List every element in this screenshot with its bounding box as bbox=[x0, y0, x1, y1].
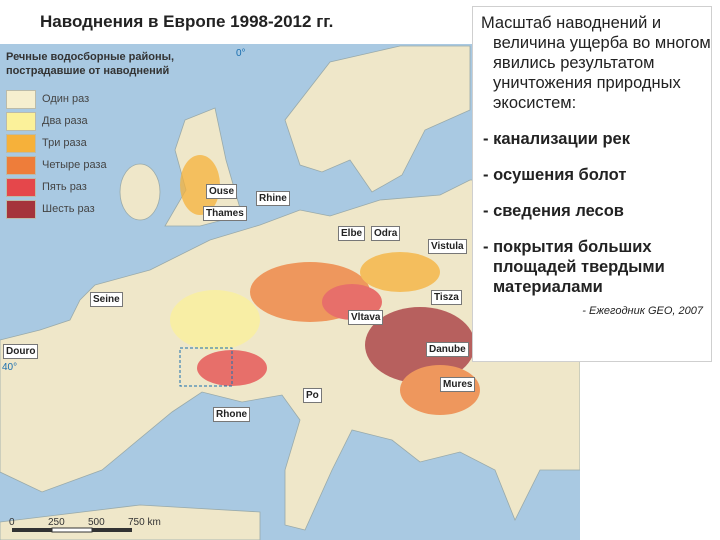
legend-label: Пять раз bbox=[42, 181, 87, 193]
bullet: - осушения болот bbox=[483, 166, 627, 184]
legend-item: Два раза bbox=[6, 110, 107, 132]
flood-area bbox=[365, 307, 475, 383]
river-label: Po bbox=[303, 388, 322, 403]
highlight-frame bbox=[179, 347, 233, 387]
legend-swatch bbox=[6, 111, 36, 131]
scale-bar bbox=[12, 527, 132, 533]
degree-label: 40° bbox=[2, 362, 18, 373]
river-label: Elbe bbox=[338, 226, 366, 241]
flood-area bbox=[180, 155, 220, 215]
legend-label: Шесть раз bbox=[42, 203, 95, 215]
river-label: Rhine bbox=[256, 191, 290, 206]
scale-label: 0 bbox=[9, 517, 15, 528]
legend-swatch bbox=[6, 133, 36, 153]
river-label: Thames bbox=[203, 206, 247, 221]
flood-area bbox=[170, 290, 260, 350]
degree-label: 0° bbox=[236, 48, 246, 59]
text-box: Масштаб наводнений и величина ущерба во … bbox=[472, 6, 712, 362]
river-label: Rhone bbox=[213, 407, 251, 422]
scandinavia bbox=[284, 45, 471, 193]
scale-label: 250 bbox=[48, 517, 65, 528]
legend-item: Пять раз bbox=[6, 176, 107, 198]
legend-swatch bbox=[6, 199, 36, 219]
legend-item: Один раз bbox=[6, 88, 107, 110]
legend-label: Один раз bbox=[42, 93, 90, 105]
legend: Один раз Два раза Три раза Четыре раза Пять … bbox=[6, 88, 107, 220]
scale-label: 500 bbox=[88, 517, 105, 528]
river-label: Douro bbox=[3, 344, 39, 359]
scale-segment bbox=[92, 528, 132, 532]
legend-label: Четыре раза bbox=[42, 159, 107, 171]
bullet: - сведения лесов bbox=[483, 202, 624, 220]
river-label: Seine bbox=[90, 292, 123, 307]
legend-swatch bbox=[6, 177, 36, 197]
river-label: Vistula bbox=[428, 239, 467, 254]
legend-swatch bbox=[6, 89, 36, 109]
scale-label: 750 km bbox=[128, 517, 161, 528]
legend-label: Три раза bbox=[42, 137, 87, 149]
river-label: Tisza bbox=[431, 290, 462, 305]
legend-title: Речные водосборные районы, пострадавшие … bbox=[6, 51, 175, 77]
ireland bbox=[119, 163, 161, 221]
river-label: Odra bbox=[371, 226, 401, 241]
bullet: - канализации рек bbox=[483, 130, 630, 148]
river-label: Vltava bbox=[348, 310, 384, 325]
legend-item: Шесть раз bbox=[6, 198, 107, 220]
flood-area bbox=[360, 252, 440, 292]
bullet-list: - канализации рек - осушения болот - сведе… bbox=[481, 129, 711, 297]
scale-segment bbox=[51, 527, 93, 533]
scale-segment bbox=[12, 528, 52, 532]
river-label: Ouse bbox=[206, 184, 238, 199]
title: Наводнения в Европе 1998-2012 гг. bbox=[40, 12, 334, 31]
bullet: - покрытия больших площадей твердыми мат… bbox=[483, 238, 665, 296]
intro: Масштаб наводнений и величина ущерба во … bbox=[481, 14, 711, 112]
legend-label: Два раза bbox=[42, 115, 88, 127]
river-label: Danube bbox=[426, 342, 469, 357]
legend-item: Три раза bbox=[6, 132, 107, 154]
legend-item: Четыре раза bbox=[6, 154, 107, 176]
legend-swatch bbox=[6, 155, 36, 175]
river-label: Mures bbox=[440, 377, 476, 392]
citation: - Ежегодник GEO, 2007 bbox=[582, 305, 703, 317]
